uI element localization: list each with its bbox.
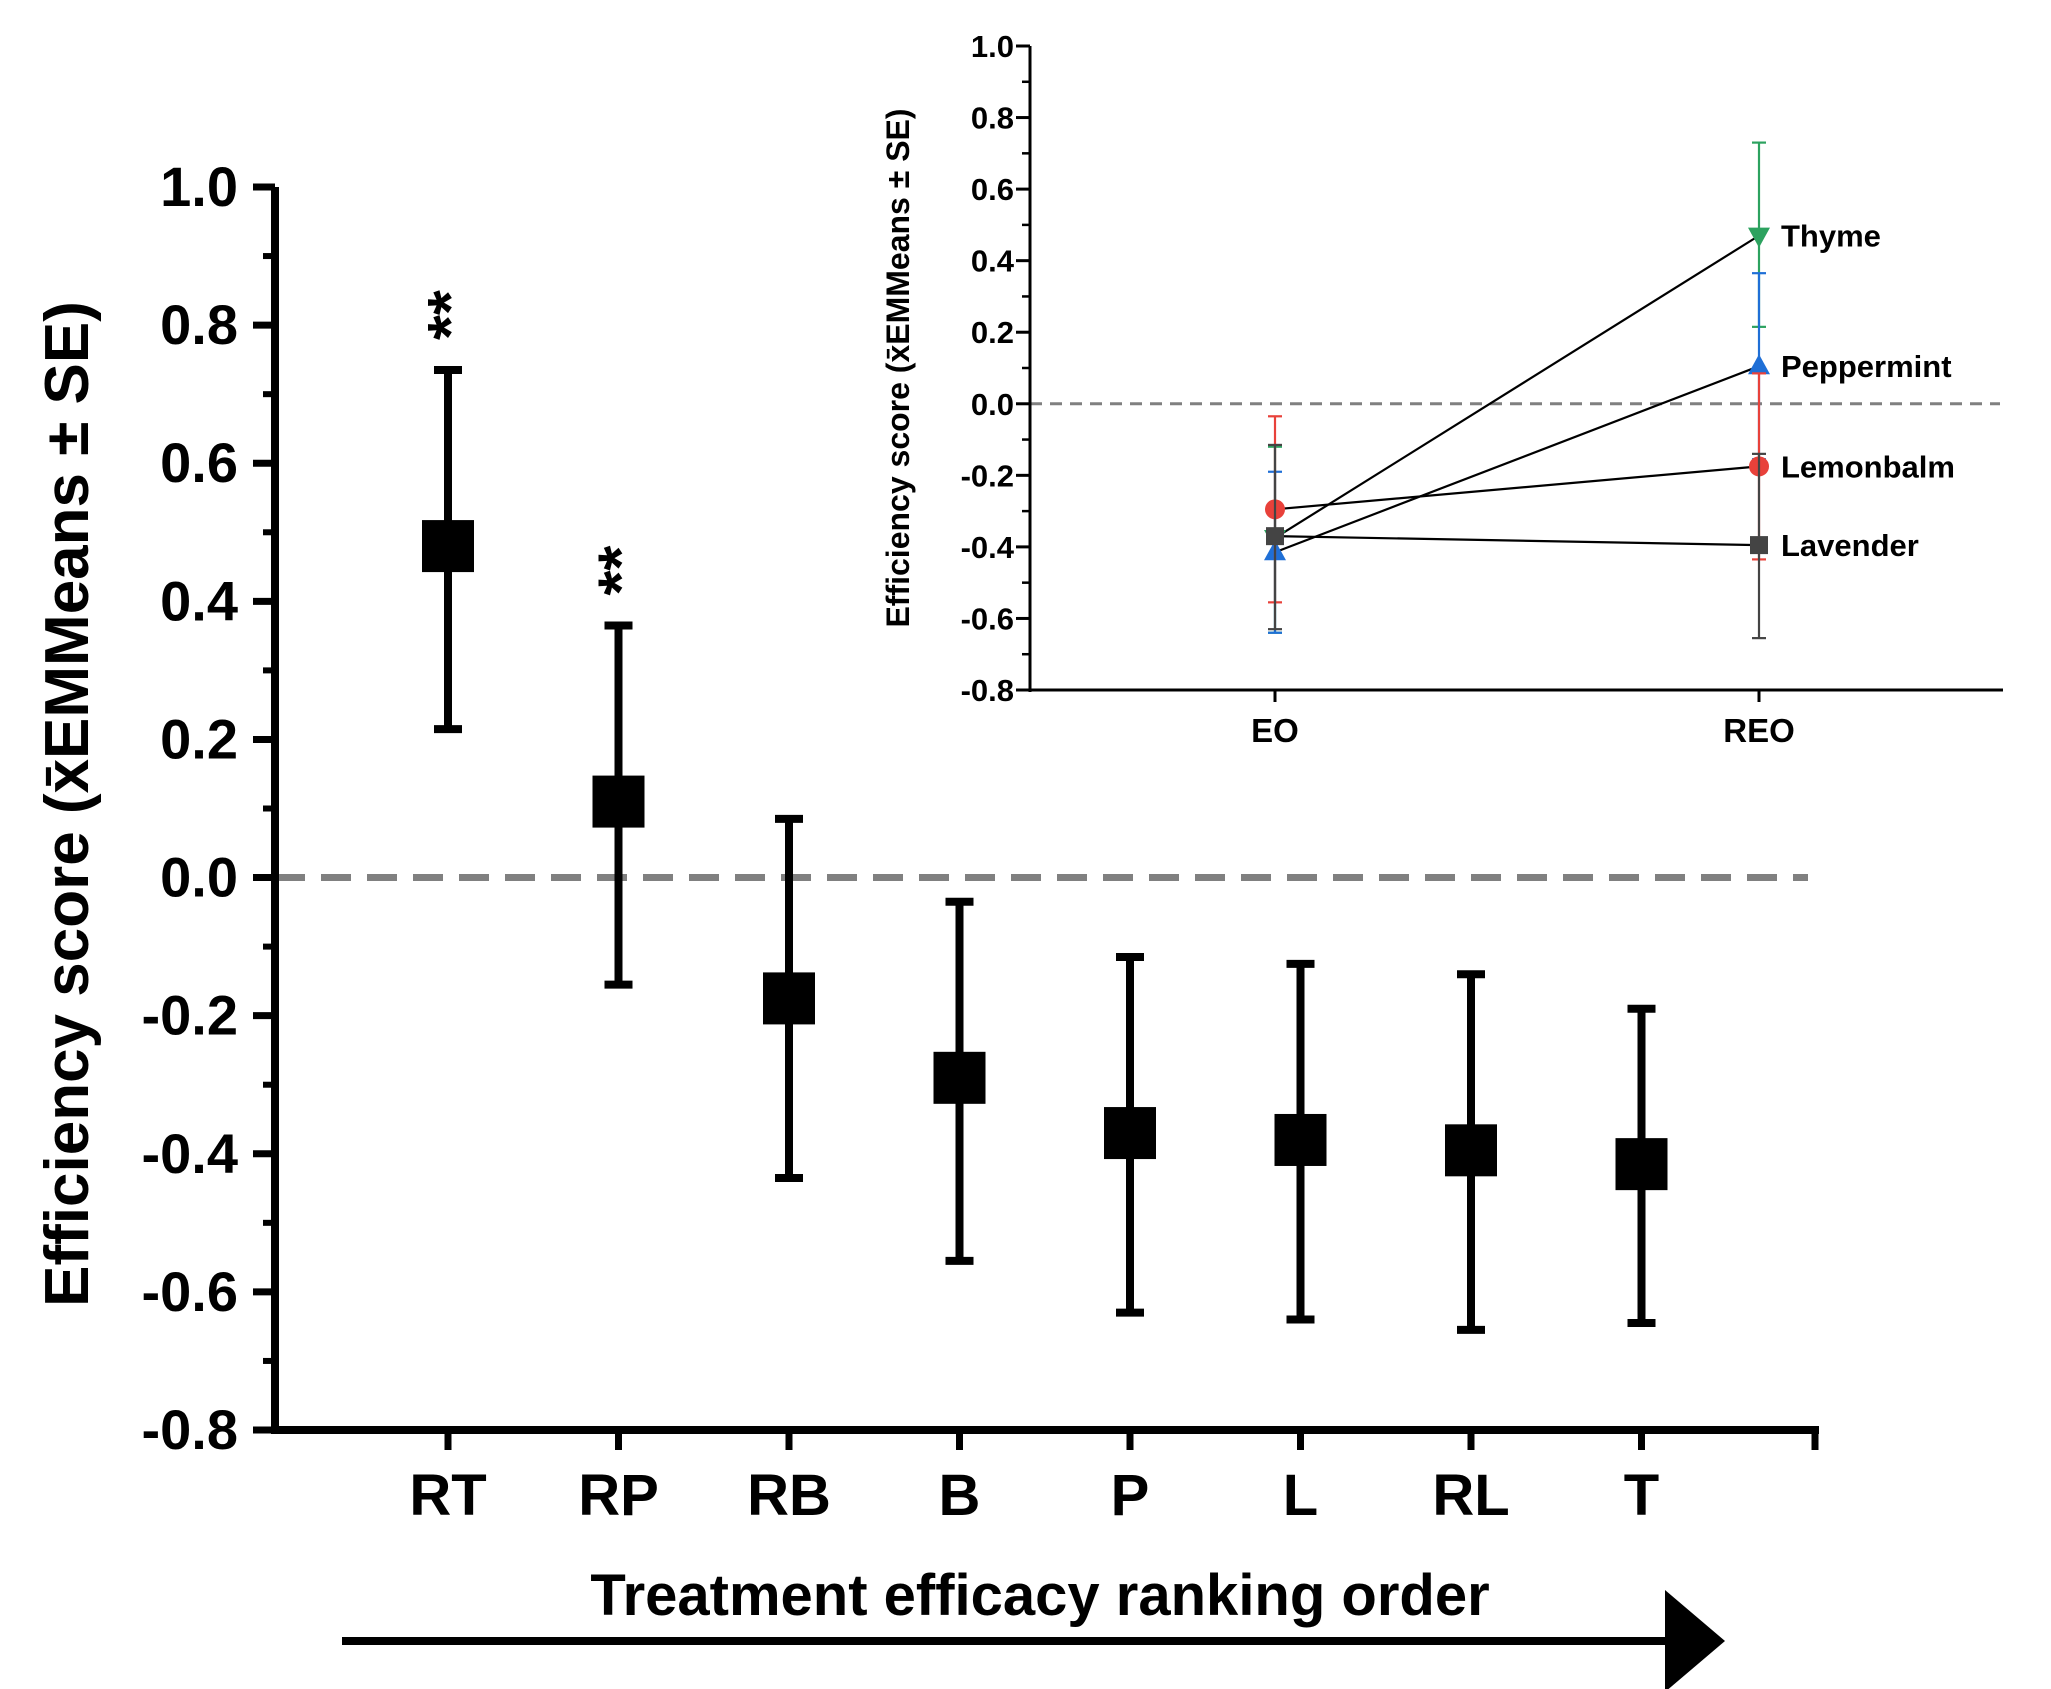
main-y-tick-label: 0.2 (160, 707, 238, 770)
main-mean-marker (933, 1051, 986, 1104)
main-x-tick-label: RP (578, 1463, 659, 1528)
main-x-tick-label: L (1283, 1463, 1318, 1528)
inset-y-tick-label: 0.0 (971, 387, 1014, 422)
main-data-point-L (1274, 959, 1327, 1324)
main-data-point-RB (763, 814, 815, 1182)
significance-annotation: ** (414, 290, 486, 340)
main-data-point-RL (1445, 970, 1497, 1334)
main-y-tick-label: 0.8 (160, 293, 238, 356)
main-y-tick-label: 1.0 (160, 155, 238, 218)
inset-series-label: Peppermint (1781, 349, 1952, 384)
inset-series-peppermint (1274, 365, 1760, 554)
inset-y-tick-label: 0.4 (971, 244, 1015, 279)
inset-series-label: Lemonbalm (1781, 449, 1955, 484)
inset-series-points-lavender: Lavender (1266, 443, 1919, 640)
inset-y-tick-labels: 1.0 0.8 0.6 0.4 0.2 0.0 -0.2 -0.4 -0.6 -0.8 (961, 29, 1015, 708)
inset-x-tick-label: REO (1723, 712, 1795, 749)
inset-marker-triangle-up (1748, 354, 1770, 375)
main-mean-marker (592, 775, 645, 828)
inset-series: Thyme Peppermint Lemonbalm Lavender (1264, 141, 1955, 640)
main-axes (253, 183, 1819, 1450)
main-y-axis-label: Efficiency score (x̄EMMeans ± SE) (33, 301, 102, 1307)
main-mean-marker (1445, 1124, 1497, 1177)
main-data-point-T (1615, 1004, 1668, 1327)
main-y-tick-label: -0.6 (142, 1260, 239, 1323)
main-x-tick-label: T (1624, 1463, 1659, 1528)
inset-series-points-lemonbalm: Lemonbalm (1265, 372, 1955, 604)
inset-series-label: Thyme (1781, 219, 1881, 254)
main-mean-marker (1274, 1113, 1327, 1166)
main-data-point-RT: ** (414, 290, 486, 734)
main-x-tick-label: RT (409, 1463, 486, 1528)
main-mean-marker (422, 520, 474, 573)
inset-series-line (1274, 234, 1760, 539)
inset-series-label: Lavender (1781, 528, 1919, 563)
ranking-arrow-head (1665, 1590, 1725, 1689)
main-y-tick-label: -0.2 (142, 984, 239, 1047)
inset-series-lemonbalm (1274, 465, 1760, 511)
inset-marker-square (1750, 536, 1768, 555)
main-data-point-RP: ** (585, 546, 657, 989)
inset-y-tick-label: 1.0 (971, 29, 1014, 64)
main-x-tick-label: P (1111, 1463, 1150, 1528)
inset-series-line (1274, 465, 1760, 511)
inset-y-tick-label: -0.2 (961, 458, 1014, 493)
inset-series-line (1274, 535, 1760, 547)
inset-y-tick-label: 0.8 (971, 101, 1014, 136)
inset-y-tick-label: 0.6 (971, 172, 1014, 207)
main-x-tick-label: RB (747, 1463, 831, 1528)
inset-axes (1016, 44, 2003, 702)
ranking-arrow (342, 1590, 1725, 1689)
inset-x-tick-label: EO (1251, 712, 1299, 749)
inset-x-tick-labels: EO REO (1251, 712, 1795, 749)
main-y-tick-labels: 1.0 0.8 0.6 0.4 0.2 0.0 -0.2 -0.4 -0.6 -0.8 (142, 155, 239, 1461)
inset-series-thyme (1274, 234, 1760, 539)
main-x-tick-label: B (939, 1463, 981, 1528)
inset-marker-triangle-down (1748, 227, 1770, 248)
main-mean-marker (763, 972, 815, 1025)
inset-marker-square (1266, 527, 1284, 546)
main-x-tick-label: RL (1432, 1463, 1509, 1528)
inset-y-tick-label: -0.6 (961, 601, 1014, 636)
main-mean-marker (1615, 1138, 1668, 1191)
main-x-axis-label: Treatment efficacy ranking order (590, 1563, 1489, 1628)
main-data-point-B (933, 897, 986, 1265)
inset-series-line (1274, 365, 1760, 554)
main-mean-marker (1104, 1107, 1156, 1160)
inset-series-lavender (1274, 535, 1760, 547)
inset-y-tick-label: -0.4 (961, 530, 1015, 565)
main-chart: Efficiency score (x̄EMMeans ± SE) 1.0 0.8… (33, 155, 1819, 1689)
inset-y-tick-label: -0.8 (961, 673, 1014, 708)
main-y-tick-label: 0.4 (160, 569, 238, 632)
inset-y-axis-label: Efficiency score (x̄EMMeans ± SE) (880, 108, 916, 627)
inset-chart: Efficiency score (x̄EMMeans ± SE) 1.0 0.8… (880, 29, 2003, 749)
main-y-tick-label: -0.8 (142, 1398, 239, 1461)
main-y-tick-label: -0.4 (142, 1122, 239, 1185)
main-y-tick-label: 0.0 (160, 846, 238, 909)
main-x-tick-labels: RT RP RB B P L RL T (409, 1463, 1659, 1528)
main-data-point-P (1104, 952, 1156, 1317)
main-data-points: ** ** (414, 290, 1668, 1334)
inset-y-tick-label: 0.2 (971, 315, 1014, 350)
significance-annotation: ** (585, 546, 657, 596)
main-y-tick-label: 0.6 (160, 431, 238, 494)
